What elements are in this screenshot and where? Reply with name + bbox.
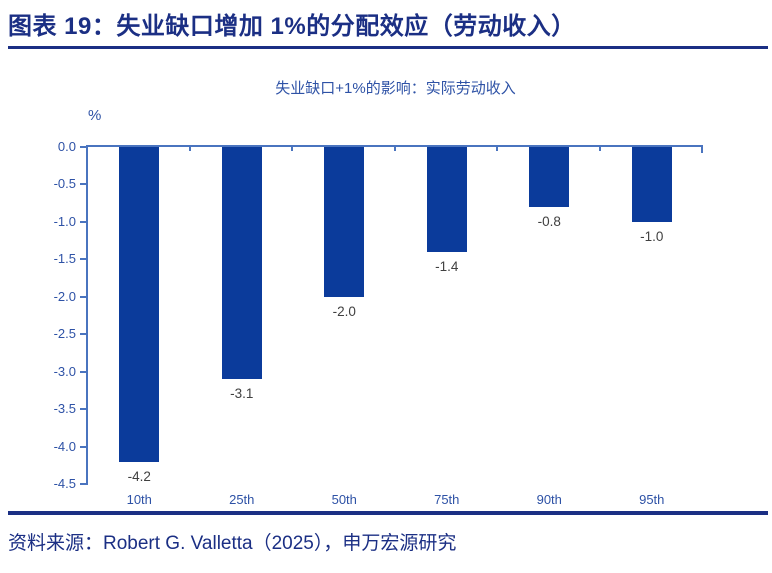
bar	[631, 147, 672, 222]
y-axis-unit-label: %	[88, 107, 102, 124]
y-axis-tick-label: -2.0	[53, 288, 76, 304]
y-axis-tick	[80, 183, 86, 186]
y-axis-tick	[80, 333, 86, 336]
x-axis-category-label: 25th	[229, 492, 255, 507]
bar-value-label: -0.8	[537, 213, 561, 229]
y-axis-tick-label: -1.5	[53, 251, 76, 267]
y-axis-tick-label: -0.5	[53, 176, 76, 192]
x-axis-tick	[598, 145, 601, 151]
y-axis-line	[86, 147, 88, 485]
y-axis-tick	[80, 258, 86, 261]
x-axis-category-label: 95th	[639, 492, 665, 507]
x-axis-tick	[701, 145, 703, 153]
x-axis-tick	[393, 145, 396, 151]
figure-title: 图表 19：失业缺口增加 1%的分配效应（劳动收入）	[8, 13, 576, 40]
plot-area: 0.0 -0.5 -1.0 -1.5 -2.0 -2.5 -3.0 -3.5 -4.0 -4.5 -…	[54, 139, 703, 507]
x-axis-category-label: 50th	[331, 492, 357, 507]
bar	[221, 147, 262, 380]
bar-value-label: -1.0	[640, 228, 664, 244]
y-axis-tick	[80, 146, 86, 148]
y-axis-tick	[80, 220, 86, 223]
bar	[119, 147, 160, 462]
y-axis-tick-label: -1.0	[53, 213, 76, 229]
x-axis-category-label: 90th	[536, 492, 562, 507]
bar	[324, 147, 365, 297]
bar-value-label: -2.0	[332, 303, 356, 319]
bar-value-label: -4.2	[127, 468, 151, 484]
x-axis-tick	[188, 145, 191, 151]
y-axis-tick-label: -2.5	[53, 326, 76, 342]
y-axis-tick	[80, 483, 86, 485]
title-underline-rule	[8, 46, 768, 49]
bar	[529, 147, 570, 207]
y-axis-tick-label: -4.5	[53, 476, 76, 491]
x-axis-tick	[496, 145, 498, 151]
source-note: 资料来源：Robert G. Valletta（2025），申万宏源研究	[8, 533, 457, 554]
y-axis-tick	[80, 295, 86, 298]
y-axis-tick-label: -3.5	[53, 401, 76, 417]
y-axis-tick	[80, 408, 86, 411]
x-axis-category-label: 75th	[434, 492, 460, 507]
x-axis-tick	[291, 145, 293, 151]
bar-value-label: -1.4	[435, 258, 459, 274]
bar-value-label: -3.1	[230, 386, 254, 402]
y-axis-tick-label: -3.0	[53, 363, 76, 379]
y-axis-tick	[80, 370, 86, 373]
x-axis-category-label: 10th	[126, 492, 152, 507]
y-axis-tick-label: 0.0	[57, 139, 76, 154]
chart-title: 失业缺口+1%的影响：实际劳动收入	[275, 80, 516, 97]
bar	[426, 147, 467, 252]
y-axis-tick-label: -4.0	[53, 438, 76, 454]
footer-rule	[8, 511, 768, 515]
y-axis-tick	[80, 445, 86, 448]
